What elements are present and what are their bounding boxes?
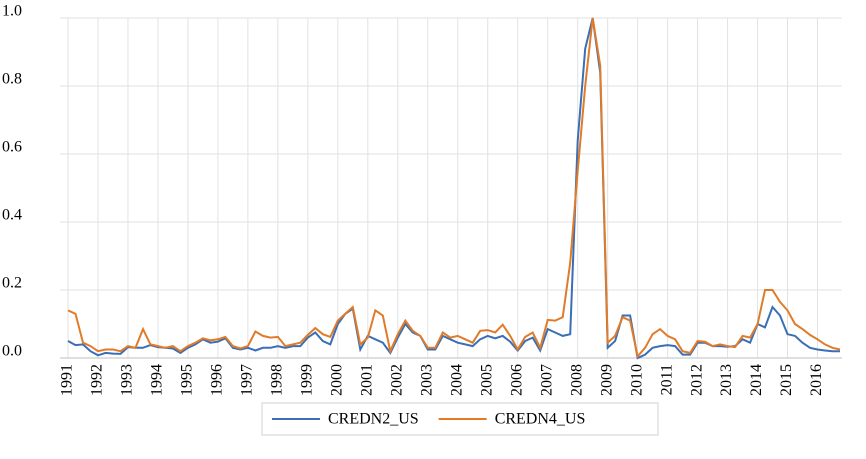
y-tick-label: 0.0 <box>2 343 22 360</box>
data-line <box>67 17 840 360</box>
x-tick-label: 1999 <box>299 364 316 396</box>
x-tick-label: 2003 <box>418 364 435 396</box>
x-tick-label: 2010 <box>628 364 645 396</box>
x-tick-label: 2002 <box>388 364 405 396</box>
legend-label: CREDN4_US <box>495 411 586 428</box>
x-tick-label: 1997 <box>239 364 256 396</box>
x-tick-label: 2007 <box>538 364 555 396</box>
x-tick-label: 1993 <box>119 364 136 396</box>
x-tick-label: 1994 <box>149 364 166 396</box>
x-tick-label: 2008 <box>568 364 585 396</box>
x-tick-label: 2006 <box>508 364 525 396</box>
data-line <box>67 17 841 359</box>
x-tick-label: 1995 <box>179 364 196 396</box>
x-tick-label: 2013 <box>718 364 735 396</box>
legend-label: CREDN2_US <box>328 411 419 428</box>
x-tick-label: 1992 <box>89 364 106 396</box>
x-tick-label: 1996 <box>209 364 226 396</box>
x-tick-label: 2005 <box>478 364 495 396</box>
y-tick-label: 0.4 <box>2 207 22 224</box>
x-tick-label: 2012 <box>688 364 705 396</box>
x-tick-label: 2004 <box>448 364 465 396</box>
x-tick-label: 2015 <box>778 364 795 396</box>
x-tick-label: 1991 <box>59 364 76 396</box>
y-tick-label: 0.8 <box>2 71 22 88</box>
x-tick-label: 2000 <box>328 364 345 396</box>
x-tick-label: 2016 <box>808 364 825 396</box>
x-tick-label: 2009 <box>598 364 615 396</box>
x-tick-label: 1998 <box>269 364 286 396</box>
y-tick-label: 1.0 <box>2 3 22 20</box>
x-tick-label: 2011 <box>658 364 675 395</box>
y-tick-label: 0.2 <box>2 275 22 292</box>
x-tick-label: 2001 <box>358 364 375 396</box>
x-tick-label: 2014 <box>748 364 765 396</box>
y-tick-label: 0.6 <box>2 139 22 156</box>
